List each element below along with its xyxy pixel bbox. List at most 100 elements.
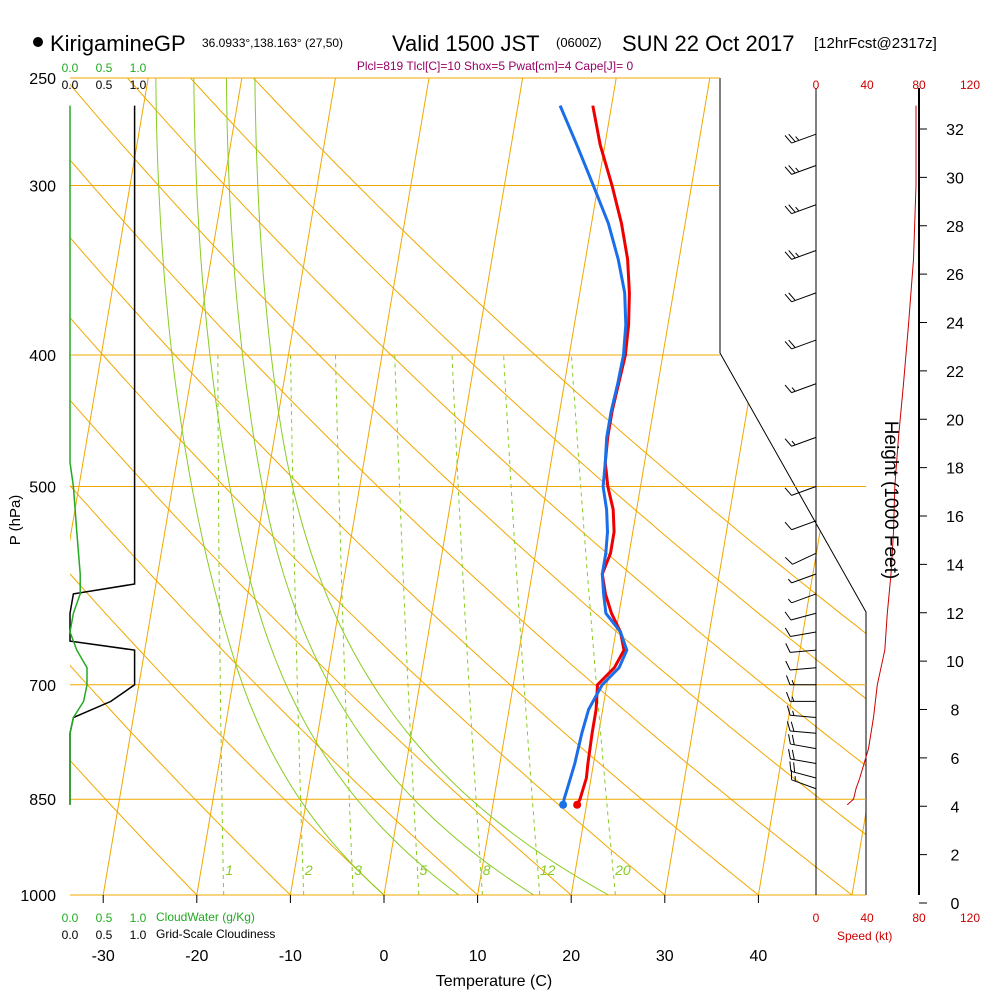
mixing-ratio-label: 20: [614, 862, 631, 878]
cloudiness-profile: [69, 105, 136, 805]
wind-barb-flag: [784, 205, 792, 214]
wind-barb-staff: [790, 667, 817, 671]
dry-adiabat-line: [70, 78, 198, 895]
cloudiness-legend: Grid-Scale Cloudiness: [156, 927, 275, 941]
wind-barb-flag: [793, 762, 796, 773]
wind-barb-flag: [788, 749, 791, 760]
wind-scale-label-top: 120: [960, 78, 980, 92]
wind-barb-staff: [790, 770, 817, 779]
wind-barb: [786, 721, 817, 734]
wind-barb-flag: [787, 578, 792, 584]
wind-barb-flag: [791, 734, 795, 745]
mixing-ratio-label: 1: [225, 862, 233, 878]
wind-barb: [784, 611, 817, 621]
wind-barb: [784, 292, 817, 303]
wind-barb: [784, 552, 817, 565]
pressure-tick-label: 1000: [20, 888, 56, 905]
wind-barb-staff: [791, 779, 817, 790]
wind-scale-label-top: 0: [813, 78, 820, 92]
wind-barb-staff: [791, 573, 817, 584]
wind-barb-flag: [784, 627, 791, 637]
wind-barb-staff: [791, 339, 817, 350]
dry-adiabat-line: [70, 78, 666, 895]
wind-barb: [784, 383, 817, 394]
wind-barb-flag: [784, 556, 793, 565]
wind-barb-staff: [791, 593, 817, 604]
moist-adiabat-line: [254, 78, 609, 895]
height-tick-label: 20: [946, 412, 964, 429]
height-tick-label: 24: [946, 316, 964, 333]
wind-barb-staff: [791, 292, 817, 303]
wind-barb-staff: [791, 436, 817, 447]
wind-barb-flag: [785, 691, 791, 702]
x-tick-label: 40: [750, 948, 768, 965]
wind-scale-label-top: 40: [860, 78, 874, 92]
wind-barb-flag: [795, 252, 800, 258]
height-tick-label: 12: [946, 606, 964, 623]
wind-barb: [784, 339, 817, 350]
wind-barb-flag: [784, 384, 792, 393]
x-tick-label: 0: [380, 948, 389, 965]
x-tick-label: 10: [469, 948, 487, 965]
isotherm-line: [851, 78, 866, 895]
cloudwater-scale-label-bottom: 0.0: [62, 911, 79, 925]
wind-barb-staff: [790, 649, 817, 653]
wind-barb-flag: [795, 136, 800, 141]
pressure-tick-label: 300: [29, 178, 56, 195]
wind-scale-label-bottom: 40: [860, 911, 874, 925]
height-tick-label: 26: [946, 267, 964, 284]
height-tick-label: 30: [946, 170, 964, 187]
pressure-tick-label: 250: [29, 71, 56, 88]
wind-barb-flag: [788, 339, 796, 348]
wind-barb-staff: [790, 730, 817, 734]
wind-barb: [784, 520, 817, 531]
wind-barb-staff: [790, 714, 817, 719]
plot-boundary: [719, 78, 867, 895]
mixing-ratio-line: [451, 354, 483, 895]
wind-barb: [788, 734, 817, 750]
mixing-ratio-line: [335, 354, 354, 895]
wind-barb-flag: [789, 761, 792, 772]
wind-barb-staff: [790, 758, 817, 764]
height-tick-label: 28: [946, 219, 964, 236]
x-axis-title: Temperature (C): [436, 973, 552, 990]
dry-adiabat-line: [70, 78, 385, 895]
pressure-tick-label: 700: [29, 678, 56, 695]
mixing-ratio-label: 8: [483, 862, 491, 878]
forecast-info: [12hrFcst@2317z]: [814, 35, 937, 52]
dry-adiabat-line: [70, 78, 853, 895]
pressure-tick-label: 500: [29, 480, 56, 497]
wind-barb: [784, 436, 817, 447]
wind-barb: [784, 250, 817, 260]
wind-barb-staff: [790, 743, 817, 750]
wind-barb-flag: [786, 721, 791, 732]
height-tick-label: 4: [951, 799, 960, 816]
moist-adiabat-line: [193, 78, 460, 895]
height-tick-label: 18: [946, 461, 964, 478]
x-tick-label: 30: [656, 948, 674, 965]
wind-barb-flag: [790, 721, 795, 732]
height-tick-label: 2: [951, 848, 960, 865]
cloudiness-scale-label-top: 0.0: [62, 78, 79, 92]
wind-barb-flag: [788, 165, 796, 174]
wind-barb-flag: [784, 611, 792, 621]
height-tick-label: 8: [951, 703, 960, 720]
wind-barb: [784, 165, 817, 175]
wind-barb: [787, 593, 817, 604]
wind-barb: [785, 660, 817, 671]
dry-adiabat-line: [127, 78, 866, 895]
wind-barb-flag: [788, 250, 796, 259]
wind-barb-flag: [791, 749, 795, 760]
wind-barb-flag: [784, 438, 792, 447]
wind-barb: [786, 705, 817, 719]
wind-barb-flag: [788, 133, 796, 143]
wind-barb: [787, 573, 817, 584]
cloudwater-scale-label-bottom: 1.0: [130, 911, 147, 925]
pressure-tick-label: 850: [29, 792, 56, 809]
wind-barb: [785, 643, 817, 653]
dry-adiabat-line: [253, 78, 866, 895]
wind-barb-staff: [791, 165, 817, 175]
temperature-profile: [575, 105, 631, 806]
wind-barb-flag: [784, 487, 792, 496]
wind-barb-flag: [785, 675, 791, 685]
